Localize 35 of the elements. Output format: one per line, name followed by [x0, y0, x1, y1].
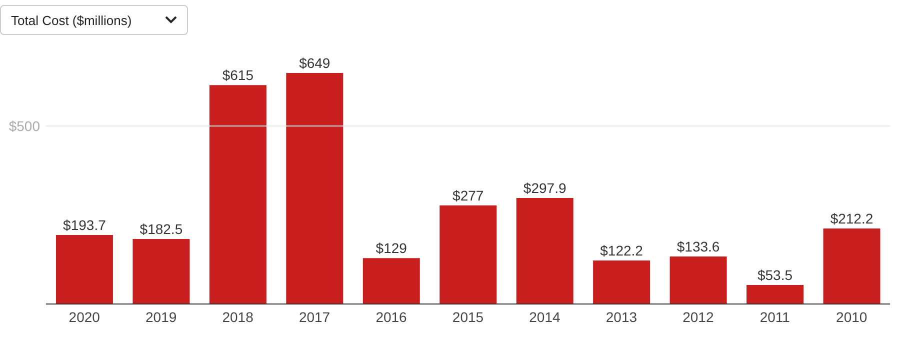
x-tick-label: 2011	[760, 308, 790, 325]
x-tick-label: 2016	[376, 308, 408, 325]
x-tick-label: 2017	[298, 308, 330, 325]
bar	[593, 260, 650, 304]
data-label: $277	[452, 187, 484, 204]
x-tick-label: 2014	[529, 308, 561, 325]
x-tick-label: 2018	[222, 308, 254, 325]
bar	[56, 235, 113, 304]
bar	[516, 198, 574, 304]
bar	[132, 239, 190, 304]
bar	[440, 205, 497, 304]
bar	[286, 73, 344, 304]
bar	[670, 256, 727, 304]
data-label: $615	[222, 67, 254, 84]
x-tick-label: 2020	[68, 308, 100, 325]
x-tick-label: 2012	[682, 308, 714, 325]
data-label: $193.7	[63, 217, 106, 234]
data-label: $182.5	[140, 221, 183, 238]
data-label: $133.6	[676, 238, 720, 254]
x-tick-label: 2019	[146, 308, 177, 325]
x-tick-label: 2010	[836, 308, 868, 325]
ref-line-label: $500	[8, 118, 40, 134]
data-label: $122.2	[600, 242, 644, 259]
bar	[823, 228, 880, 304]
data-label: $129	[376, 240, 408, 256]
chart-title: Total Cost ($millions)	[11, 12, 132, 28]
x-tick-label: 2013	[606, 308, 638, 325]
data-label: $649	[299, 55, 330, 71]
bar	[209, 85, 266, 304]
data-label: $53.5	[757, 266, 793, 283]
bar	[362, 258, 420, 304]
x-tick-label: 2015	[452, 308, 484, 325]
data-label: $212.2	[830, 210, 874, 226]
data-label: $297.9	[523, 180, 566, 196]
bar	[746, 284, 804, 304]
